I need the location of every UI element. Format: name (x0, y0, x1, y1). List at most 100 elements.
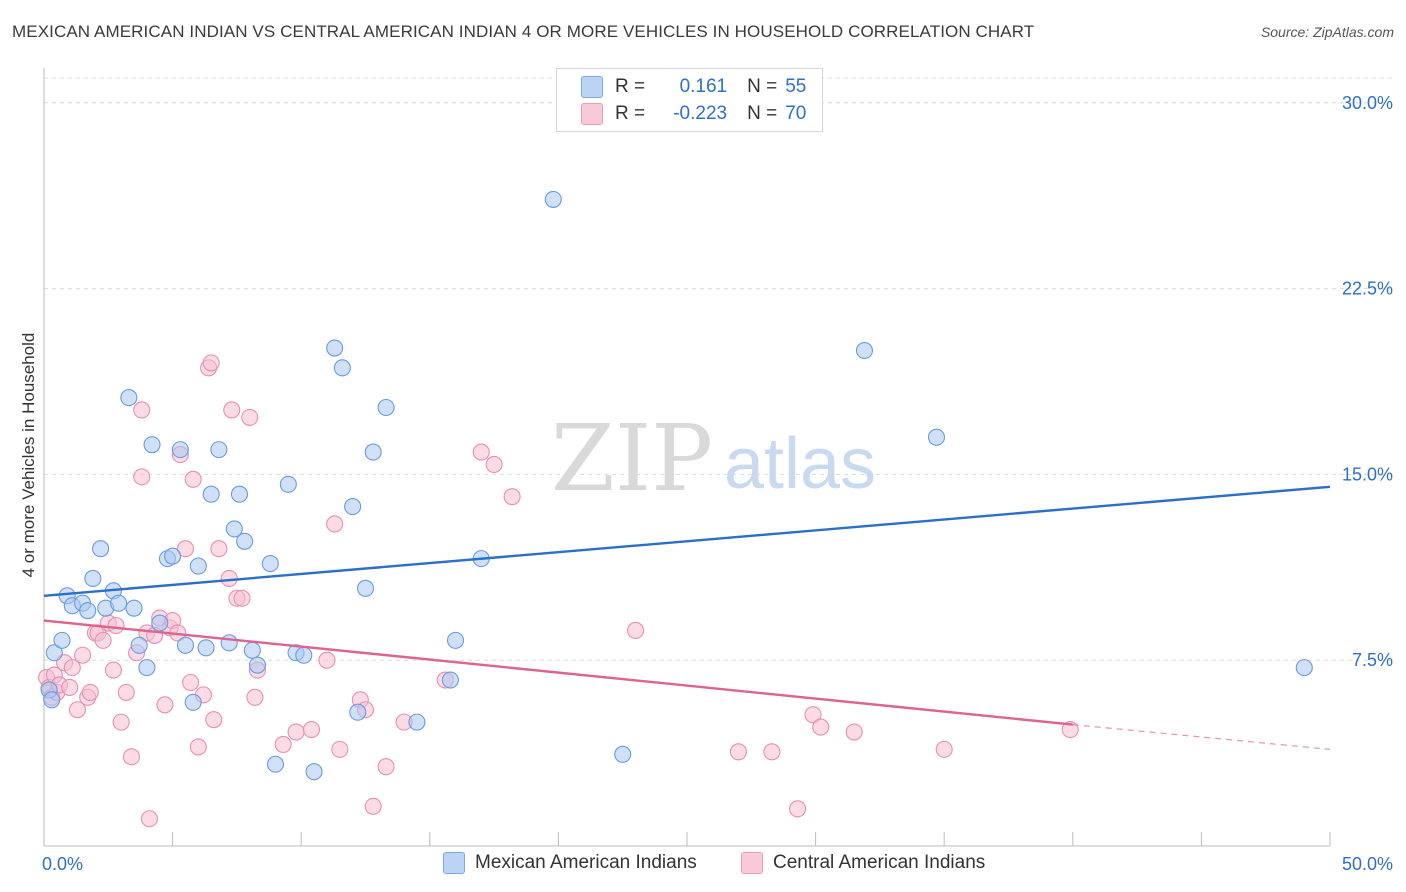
data-point-central (223, 401, 241, 419)
y-tick-label: 22.5% (1342, 279, 1393, 299)
mexican-american-indians-points (40, 190, 1313, 781)
data-point-central (133, 468, 151, 486)
data-point-mexican (855, 341, 874, 360)
data-point-central (812, 718, 830, 736)
data-point-mexican (266, 755, 285, 773)
data-point-mexican (248, 656, 267, 674)
data-point-mexican (184, 693, 202, 711)
data-point-central (326, 515, 344, 533)
data-point-central (122, 748, 140, 766)
legend-n-label: N = (747, 76, 778, 97)
data-point-mexican (202, 485, 220, 503)
data-point-central (81, 683, 99, 701)
data-point-mexican (225, 520, 243, 538)
data-point-mexican (441, 671, 459, 689)
chart-title: MEXICAN AMERICAN INDIAN VS CENTRAL AMERI… (12, 22, 1035, 41)
data-point-central (287, 723, 305, 741)
y-axis-label: 4 or more Vehicles in Household (19, 333, 38, 578)
data-point-central (94, 631, 112, 649)
data-point-mexican (446, 631, 465, 649)
data-point-central (210, 540, 228, 558)
data-point-mexican (151, 614, 169, 632)
data-point-mexican (333, 359, 351, 377)
data-point-central (1061, 721, 1079, 739)
trend-line-mexican (43, 485, 1331, 597)
data-point-central (112, 713, 130, 731)
legend-r-label: R = (615, 76, 646, 97)
data-point-mexican (120, 389, 138, 407)
data-point-mexican (377, 398, 395, 417)
series-legend-central: Central American Indians (741, 852, 985, 874)
data-point-mexican (927, 428, 946, 446)
data-point-mexican (1295, 659, 1313, 677)
data-point-mexican (171, 441, 189, 459)
data-point-mexican (197, 639, 215, 657)
data-point-central (156, 696, 174, 714)
legend-r-value: 0.161 (679, 76, 728, 97)
data-point-central (845, 723, 863, 741)
data-point-central (189, 738, 207, 756)
data-point-mexican (143, 436, 161, 454)
data-point-central (184, 470, 202, 488)
data-point-central (364, 797, 382, 815)
data-point-mexican (92, 540, 110, 558)
data-point-mexican (210, 441, 228, 459)
data-point-central (63, 659, 81, 677)
legend-row-mexican: R = 0.161 N = 55 (581, 75, 807, 99)
trend-lines (43, 485, 1331, 750)
data-point-central (729, 743, 747, 761)
data-point-mexican (164, 547, 182, 565)
data-point-central (246, 688, 264, 706)
data-point-mexican (53, 631, 71, 649)
data-point-central (202, 354, 220, 372)
data-point-central (318, 651, 336, 669)
trend-line-central-extension (1072, 724, 1331, 750)
data-point-mexican (176, 636, 195, 654)
data-point-central (331, 740, 349, 758)
y-tick-label: 15.0% (1342, 464, 1393, 484)
data-point-mexican (110, 594, 128, 612)
source-credit: Source: ZipAtlas.com (1260, 24, 1394, 40)
data-point-mexican (79, 602, 97, 620)
legend-n-label: N = (747, 103, 778, 124)
data-point-central (68, 701, 86, 719)
data-point-central (117, 683, 135, 701)
axes (43, 68, 1331, 847)
y-tick-label: 7.5% (1352, 650, 1393, 670)
trend-line-central (43, 619, 1073, 726)
tick-labels: 7.5% 15.0% 22.5% 30.0% 0.0% 50.0% (42, 93, 1393, 874)
legend-swatch-blue (581, 76, 603, 98)
data-point-central (182, 673, 200, 692)
legend-r-label: R = (615, 103, 646, 124)
data-point-mexican (243, 641, 261, 659)
watermark-zip: ZIP (551, 405, 713, 512)
data-point-mexican (236, 532, 254, 550)
data-point-mexican (261, 555, 279, 573)
data-point-mexican (349, 703, 367, 721)
x-tick-label: 50.0% (1342, 854, 1393, 874)
legend-n-value: 55 (785, 76, 807, 97)
data-point-central (503, 488, 521, 506)
grid-lines (44, 77, 1392, 661)
data-point-central (472, 443, 490, 461)
data-point-central (61, 678, 79, 696)
data-point-central (627, 621, 645, 640)
data-point-central (233, 589, 251, 607)
data-point-central (789, 800, 807, 818)
data-point-mexican (189, 557, 207, 575)
series-label-mexican: Mexican American Indians (475, 852, 697, 873)
data-point-mexican (408, 713, 426, 731)
series-legend-mexican: Mexican American Indians (443, 852, 697, 874)
correlation-legend: R = 0.161 N = 55 R = -0.223 N = 70 (556, 68, 823, 132)
data-point-central (274, 735, 292, 753)
data-point-central (302, 721, 321, 739)
data-point-mexican (130, 636, 148, 654)
data-point-central (107, 616, 125, 635)
data-point-central (241, 408, 259, 426)
data-point-mexican (279, 475, 297, 493)
data-point-central (74, 646, 92, 664)
data-point-mexican (326, 339, 344, 357)
data-point-central (140, 810, 159, 828)
data-point-mexican (45, 644, 63, 662)
data-point-mexican (295, 646, 313, 664)
